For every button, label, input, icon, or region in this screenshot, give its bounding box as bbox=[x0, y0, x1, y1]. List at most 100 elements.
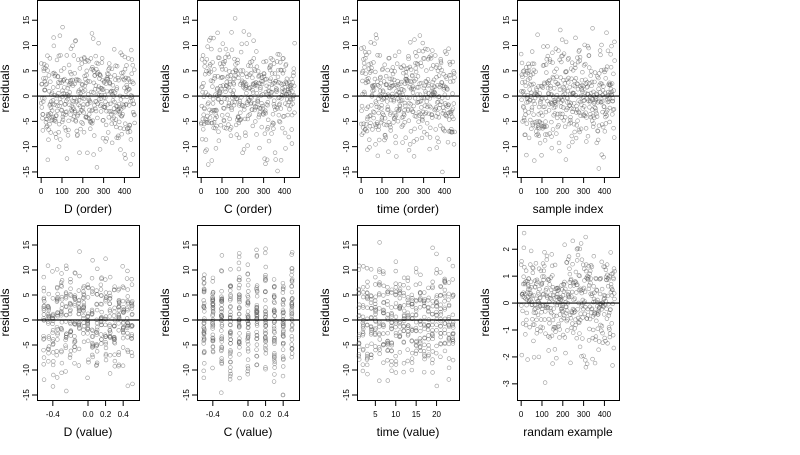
data-point bbox=[591, 254, 597, 259]
data-point bbox=[107, 290, 112, 296]
data-point bbox=[360, 329, 366, 334]
data-point bbox=[90, 36, 96, 41]
data-point bbox=[364, 295, 370, 300]
data-point bbox=[280, 287, 286, 292]
data-point bbox=[237, 331, 242, 336]
data-point bbox=[577, 344, 583, 350]
data-point bbox=[530, 71, 536, 77]
data-point bbox=[124, 276, 130, 281]
data-point bbox=[94, 307, 100, 313]
data-point bbox=[589, 264, 595, 269]
data-point bbox=[375, 83, 381, 88]
data-point bbox=[248, 70, 254, 76]
data-point bbox=[227, 69, 232, 74]
data-point bbox=[219, 289, 224, 294]
data-point bbox=[446, 341, 452, 347]
data-point bbox=[518, 51, 524, 57]
data-point bbox=[554, 115, 560, 121]
data-point bbox=[606, 302, 611, 307]
data-point bbox=[250, 75, 255, 80]
x-tick-label: 100 bbox=[215, 187, 229, 196]
data-point bbox=[586, 53, 592, 58]
data-point bbox=[356, 340, 362, 346]
data-point bbox=[417, 291, 423, 296]
y-tick-label: -15 bbox=[502, 166, 511, 178]
data-point bbox=[280, 71, 286, 76]
data-point bbox=[263, 305, 268, 310]
data-point bbox=[51, 35, 56, 40]
data-point bbox=[377, 337, 382, 342]
data-point bbox=[381, 307, 386, 313]
data-point bbox=[129, 303, 135, 308]
data-point bbox=[521, 274, 526, 279]
y-tick-label: 10 bbox=[502, 41, 511, 50]
data-point bbox=[64, 266, 69, 271]
data-point bbox=[446, 257, 452, 262]
data-point bbox=[291, 93, 297, 98]
data-point bbox=[426, 337, 431, 342]
data-point bbox=[393, 370, 399, 375]
data-point bbox=[559, 317, 564, 323]
y-tick-label: 0 bbox=[182, 317, 191, 322]
data-point bbox=[599, 81, 605, 87]
data-point bbox=[397, 288, 402, 294]
data-points bbox=[356, 240, 456, 389]
data-point bbox=[103, 99, 108, 105]
data-point bbox=[543, 309, 548, 314]
data-point bbox=[240, 72, 245, 78]
data-point bbox=[70, 77, 75, 83]
data-point bbox=[125, 268, 130, 274]
data-point bbox=[372, 110, 377, 115]
data-point bbox=[254, 336, 260, 341]
data-point bbox=[385, 378, 390, 383]
data-point bbox=[116, 135, 121, 141]
data-point bbox=[107, 307, 113, 312]
data-point bbox=[420, 40, 425, 46]
data-point bbox=[362, 65, 367, 70]
data-point bbox=[599, 286, 605, 292]
data-point bbox=[591, 284, 596, 289]
data-point bbox=[46, 321, 51, 326]
data-point bbox=[385, 302, 390, 307]
data-point bbox=[93, 53, 98, 59]
data-point bbox=[254, 90, 259, 96]
data-point bbox=[595, 128, 600, 133]
data-point bbox=[54, 324, 60, 330]
data-point bbox=[527, 324, 532, 330]
data-point bbox=[582, 289, 588, 295]
data-point bbox=[87, 107, 92, 113]
data-point bbox=[595, 312, 601, 317]
data-point bbox=[271, 277, 277, 282]
data-point bbox=[447, 117, 452, 122]
data-point bbox=[450, 91, 455, 96]
data-point bbox=[542, 263, 547, 269]
data-point bbox=[561, 289, 567, 294]
data-point bbox=[48, 79, 53, 84]
data-point bbox=[450, 106, 456, 111]
data-point bbox=[63, 295, 69, 301]
data-point bbox=[526, 284, 531, 289]
data-point bbox=[76, 363, 82, 368]
data-point bbox=[203, 137, 209, 142]
data-point bbox=[72, 110, 78, 115]
data-point bbox=[548, 83, 553, 89]
data-point bbox=[361, 264, 366, 269]
data-point bbox=[257, 112, 262, 117]
data-point bbox=[419, 105, 424, 110]
data-point bbox=[235, 60, 240, 66]
data-point bbox=[584, 361, 590, 367]
data-point bbox=[229, 105, 234, 111]
data-point bbox=[541, 277, 546, 283]
data-point bbox=[413, 69, 419, 75]
data-point bbox=[250, 123, 255, 129]
data-point bbox=[562, 313, 567, 318]
data-point bbox=[237, 277, 242, 283]
data-point bbox=[531, 81, 536, 87]
data-point bbox=[598, 276, 603, 281]
data-point bbox=[442, 278, 447, 283]
y-tick-label: -10 bbox=[22, 140, 31, 152]
data-point bbox=[281, 298, 286, 303]
data-point bbox=[549, 119, 554, 125]
data-point bbox=[534, 331, 539, 336]
